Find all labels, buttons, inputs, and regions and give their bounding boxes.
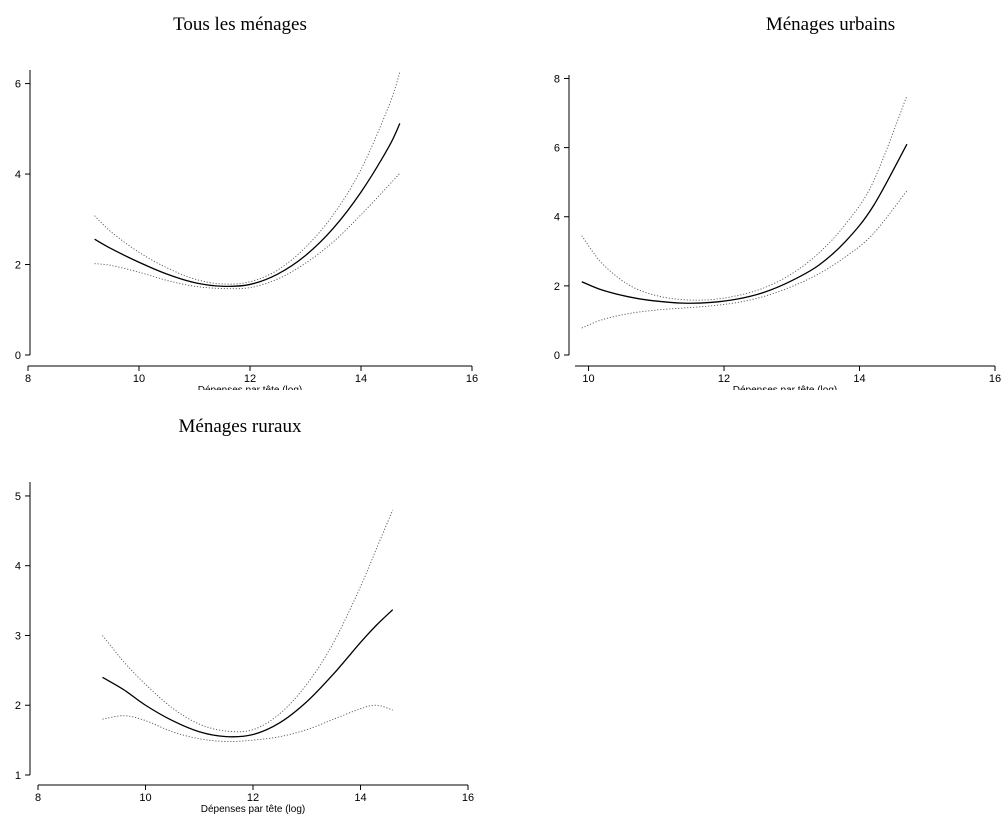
- y-tick-label: 2: [15, 700, 21, 712]
- chart-panel-urban-households: Ménages urbains 10 12 14 16 0 2 4 6 8 Dépenses pa…: [520, 0, 1001, 390]
- x-axis-label: Dépenses par tête (log): [201, 804, 306, 815]
- x-tick-label: 14: [853, 373, 865, 385]
- x-tick-label: 10: [139, 792, 151, 804]
- x-tick-label: 14: [355, 373, 367, 385]
- confidence-band-line: [102, 704, 393, 743]
- x-tick-label: 12: [244, 373, 256, 385]
- confidence-band-line: [102, 509, 394, 733]
- x-tick-label: 12: [718, 373, 730, 385]
- x-tick-label: 16: [462, 792, 474, 804]
- x-axis-label: Dépenses par tête (log): [198, 385, 303, 390]
- y-tick-label: 8: [554, 73, 560, 85]
- y-tick-label: 2: [554, 281, 560, 293]
- chart-svg: 10 12 14 16 0 2 4 6 8 Dépenses par tête (log): [554, 73, 1001, 390]
- x-tick-label: 10: [582, 373, 594, 385]
- x-tick-label: 16: [466, 373, 478, 385]
- y-tick-label: 0: [554, 350, 560, 362]
- y-tick-label: 3: [15, 630, 21, 642]
- x-tick-label: 8: [25, 373, 31, 385]
- y-tick-label: 1: [15, 770, 21, 782]
- confidence-band-line: [94, 72, 401, 285]
- x-tick-label: 10: [133, 373, 145, 385]
- x-tick-label: 8: [35, 792, 41, 804]
- y-tick-label: 6: [15, 79, 21, 91]
- estimate-line: [102, 609, 394, 738]
- chart-svg: 8 10 12 14 16 0 2 4 6 Dépenses par tête (log): [15, 70, 478, 390]
- chart-panel-all-households: Tous les ménages 8 10 12 14 16 0 2 4 6 Dépenses p…: [0, 0, 480, 390]
- y-tick-label: 4: [15, 169, 21, 181]
- y-tick-label: 4: [15, 561, 21, 573]
- x-tick-label: 16: [989, 373, 1001, 385]
- confidence-band-line: [94, 172, 401, 290]
- confidence-band-line: [581, 190, 908, 329]
- y-tick-label: 2: [15, 260, 21, 272]
- estimate-line: [94, 123, 401, 288]
- confidence-band-line: [581, 95, 908, 301]
- y-tick-label: 4: [554, 212, 560, 224]
- chart-title: Ménages ruraux: [178, 416, 302, 437]
- chart-title: Ménages urbains: [765, 14, 896, 35]
- chart-title: Tous les ménages: [173, 14, 307, 35]
- estimate-line: [581, 143, 908, 304]
- x-axis-label: Dépenses par tête (log): [733, 385, 838, 390]
- chart-panel-rural-households: Ménages ruraux 8 10 12 14 16 1 2 3 4 5 Dépenses pa…: [0, 410, 480, 821]
- y-tick-label: 0: [15, 350, 21, 362]
- x-tick-label: 14: [354, 792, 366, 804]
- y-tick-label: 6: [554, 143, 560, 155]
- x-tick-label: 12: [247, 792, 259, 804]
- y-tick-label: 5: [15, 491, 21, 503]
